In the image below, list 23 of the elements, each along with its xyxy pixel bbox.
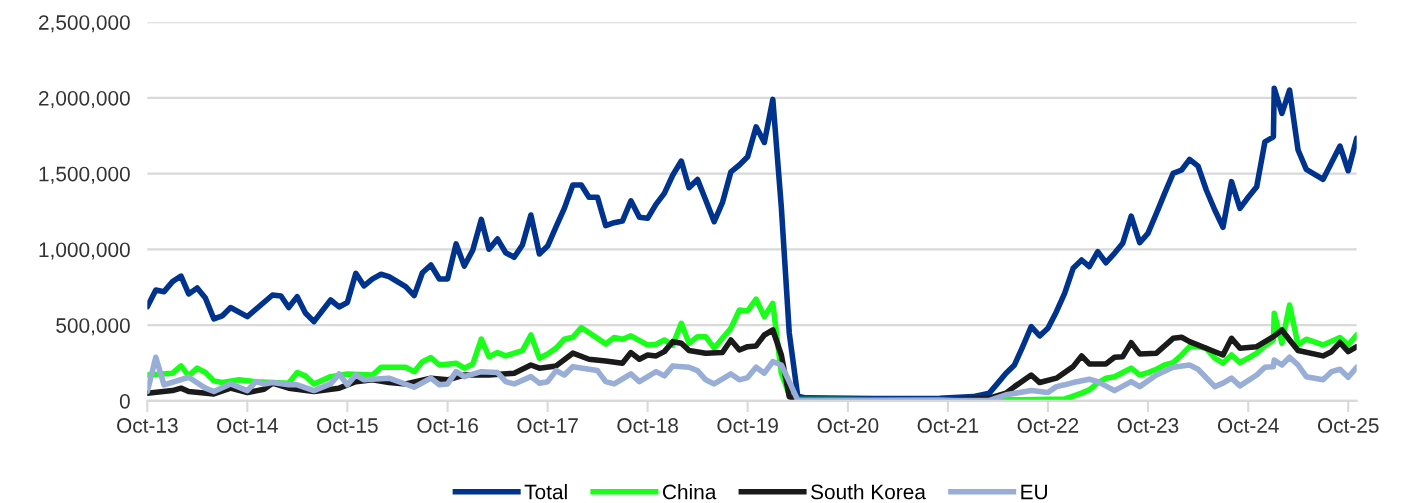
x-tick-label: Oct-23: [1117, 418, 1179, 433]
x-tick-label: Oct-17: [517, 418, 578, 433]
y-tick-label: 500,000: [56, 318, 130, 336]
x-tick-label: Oct-25: [1317, 418, 1379, 433]
legend-label: Total: [524, 484, 567, 500]
y-tick-label: 2,000,000: [39, 90, 130, 109]
x-tick-label: Oct-22: [1017, 418, 1079, 433]
x-tick-label: Oct-19: [717, 418, 778, 433]
legend-label: China: [662, 484, 717, 500]
y-tick-label: 1,000,000: [39, 242, 130, 260]
x-tick-label: Oct-24: [1217, 418, 1279, 433]
y-tick-label: 0: [119, 393, 130, 409]
legend-label: EU: [1021, 484, 1047, 500]
y-tick-label: 1,500,000: [39, 166, 130, 184]
x-tick-label: Oct-14: [217, 418, 278, 433]
x-tick-label: Oct-18: [617, 418, 678, 433]
x-tick-label: Oct-13: [117, 418, 178, 433]
x-tick-label: Oct-21: [917, 418, 979, 433]
y-tick-label: 2,500,000: [39, 15, 130, 33]
x-tick-label: Oct-20: [817, 418, 879, 433]
x-tick-label: Oct-15: [317, 418, 378, 433]
legend-label: South Korea: [811, 484, 926, 500]
x-tick-label: Oct-16: [417, 418, 478, 433]
